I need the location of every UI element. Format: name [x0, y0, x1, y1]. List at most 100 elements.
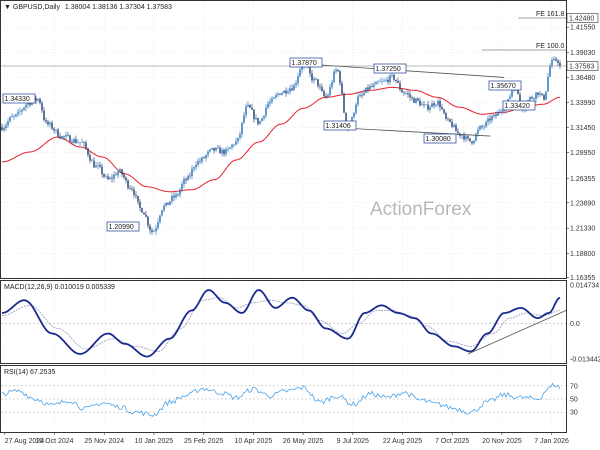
- rsi-title: RSI(14) 67.2535: [4, 369, 55, 376]
- candle-body: [273, 97, 275, 99]
- candle-body: [17, 111, 19, 115]
- candle-body: [187, 175, 189, 181]
- ma-line: [1, 86, 561, 193]
- candle-body: [449, 119, 451, 122]
- candle-body: [235, 141, 237, 145]
- candle-body: [377, 82, 379, 83]
- candle-body: [149, 225, 151, 231]
- watermark: ActionForex: [370, 199, 472, 220]
- price-label-box: [106, 221, 140, 232]
- candle-body: [389, 75, 391, 83]
- candle-body: [411, 97, 413, 99]
- price-label-box: [289, 57, 323, 68]
- candle-body: [165, 202, 167, 206]
- candle-body: [83, 141, 85, 143]
- candle-body: [487, 118, 489, 123]
- candle-body: [231, 144, 233, 148]
- candle-body: [531, 97, 533, 99]
- date-tick-label: 22 Aug 2025: [383, 438, 422, 445]
- price-label: 1.37250: [376, 66, 401, 73]
- rsi-tick-label: 50: [570, 397, 578, 404]
- price-label-box: [2, 93, 36, 104]
- candle-body: [189, 175, 191, 177]
- price-label-box: [488, 80, 522, 91]
- candle-body: [87, 148, 89, 155]
- candle-body: [67, 135, 69, 136]
- candle-body: [329, 87, 331, 96]
- candle-body: [203, 157, 205, 159]
- price-marker-box: [566, 13, 599, 23]
- candle-body: [171, 195, 173, 202]
- candle-body: [311, 73, 313, 81]
- candle-body: [535, 92, 537, 99]
- candle-body: [419, 100, 421, 106]
- macd-title: MACD(12,26,9) 0.010019 0.005339: [4, 284, 115, 291]
- candle-body: [369, 86, 371, 90]
- candle-body: [401, 89, 403, 93]
- candle-body: [15, 114, 17, 117]
- moving-average: [1, 86, 561, 193]
- ohlc-values: 1.38004 1.38136 1.37304 1.37583: [65, 4, 172, 11]
- candle-body: [113, 174, 115, 179]
- candle-body: [63, 136, 65, 137]
- candle-body: [497, 111, 499, 116]
- candle-body: [339, 71, 341, 84]
- candle-body: [55, 129, 57, 131]
- candle-body: [455, 125, 457, 132]
- candle-body: [89, 154, 91, 161]
- candle-body: [353, 112, 355, 118]
- candle-body: [543, 94, 545, 100]
- price-marker-box: [566, 61, 599, 71]
- price-tick-label: 1.41550: [570, 25, 595, 32]
- candle-body: [317, 79, 319, 87]
- candle-body: [69, 135, 71, 142]
- candle-body: [51, 122, 53, 129]
- candle-body: [457, 131, 459, 134]
- price-label: 1.33420: [505, 103, 530, 110]
- candle-body: [159, 215, 161, 223]
- candle-body: [247, 104, 249, 107]
- title-triangle: ▼: [4, 4, 13, 11]
- candle-body: [47, 121, 49, 125]
- macd-tick-label: 0.014734: [570, 283, 599, 290]
- candle-body: [379, 81, 381, 83]
- candle-body: [445, 113, 447, 119]
- price-tick-label: 1.26355: [570, 176, 595, 183]
- candle-body: [25, 104, 27, 108]
- candle-body: [275, 95, 277, 98]
- price-tick-label: 1.36480: [570, 75, 595, 82]
- candle-body: [335, 69, 337, 72]
- candle-body: [477, 129, 479, 134]
- candle-body: [251, 107, 253, 110]
- candle-body: [359, 94, 361, 97]
- candle-body: [135, 194, 137, 196]
- candle-body: [365, 87, 367, 93]
- price-marker: 1.42480: [569, 16, 594, 23]
- candle-body: [269, 101, 271, 104]
- candle-body: [163, 205, 165, 211]
- price-tick-label: 1.16355: [570, 275, 595, 282]
- price-tick-label: 1.18800: [570, 251, 595, 258]
- candle-body: [413, 98, 415, 103]
- candle-body: [547, 76, 549, 92]
- candle-body: [483, 126, 485, 128]
- candle-body: [191, 168, 193, 176]
- candle-body: [343, 93, 345, 113]
- candle-body: [295, 83, 297, 85]
- candle-body: [41, 102, 43, 111]
- candle-body: [111, 177, 113, 179]
- candle-body: [289, 88, 291, 92]
- price-tick-label: 1.33990: [570, 100, 595, 107]
- candle-body: [299, 69, 301, 77]
- candle-body: [237, 137, 239, 142]
- candle-body: [57, 129, 59, 137]
- fib-label: FE 161.8: [536, 11, 565, 18]
- candle-body: [221, 149, 223, 154]
- date-tick-label: 10 Apr 2025: [234, 438, 272, 445]
- candle-body: [533, 98, 535, 100]
- candle-body: [485, 122, 487, 127]
- candle-body: [103, 174, 105, 177]
- candle-body: [385, 79, 387, 81]
